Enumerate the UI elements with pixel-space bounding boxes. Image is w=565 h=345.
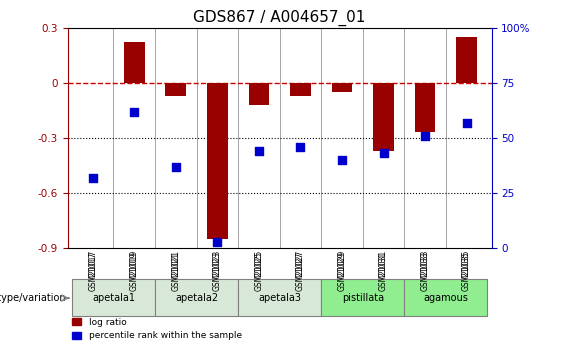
Point [130,109,139,114]
Point [462,120,471,125]
Text: GSM21025: GSM21025 [254,252,263,293]
Bar [373,83,394,151]
FancyBboxPatch shape [155,279,238,316]
Bar [332,83,353,92]
Point [213,239,222,245]
Text: apetala1: apetala1 [92,293,135,303]
Point [88,175,97,180]
Text: genotype/variation: genotype/variation [0,293,66,303]
Bar [124,42,145,83]
Point [379,151,388,156]
Text: GSM21019: GSM21019 [130,250,139,291]
Text: GSM21035: GSM21035 [462,250,471,291]
Text: GSM21031: GSM21031 [379,252,388,293]
Bar [207,83,228,239]
Text: GSM21017: GSM21017 [88,252,97,293]
Text: GSM21027: GSM21027 [296,252,305,293]
Legend: log ratio, percentile rank within the sample: log ratio, percentile rank within the sa… [72,318,242,341]
Text: GSM21021: GSM21021 [171,252,180,293]
Text: GSM21029: GSM21029 [337,252,346,293]
Title: GDS867 / A004657_01: GDS867 / A004657_01 [193,10,366,26]
Text: GSM21023: GSM21023 [213,252,222,293]
Point [296,144,305,150]
FancyBboxPatch shape [72,279,155,316]
Point [420,133,429,139]
FancyBboxPatch shape [321,279,405,316]
Text: GSM21029: GSM21029 [337,250,346,291]
FancyBboxPatch shape [238,279,321,316]
Bar [290,83,311,96]
Bar [249,83,270,105]
Text: GSM21025: GSM21025 [254,250,263,291]
Bar [166,83,186,96]
Bar [415,83,436,132]
Point [171,164,180,169]
Text: GSM21035: GSM21035 [462,252,471,294]
FancyBboxPatch shape [405,279,488,316]
Text: GSM21031: GSM21031 [379,250,388,291]
Text: agamous: agamous [423,293,468,303]
Point [337,157,346,163]
Text: apetala3: apetala3 [258,293,301,303]
Text: GSM21023: GSM21023 [213,250,222,291]
Point [254,148,263,154]
Text: GSM21033: GSM21033 [420,250,429,291]
Bar [457,37,477,83]
Text: GSM21033: GSM21033 [420,252,429,294]
Text: GSM21019: GSM21019 [130,252,139,293]
Text: pistillata: pistillata [342,293,384,303]
Text: GSM21017: GSM21017 [88,250,97,291]
Text: GSM21021: GSM21021 [171,250,180,291]
Text: GSM21027: GSM21027 [296,250,305,291]
Text: apetala2: apetala2 [175,293,218,303]
